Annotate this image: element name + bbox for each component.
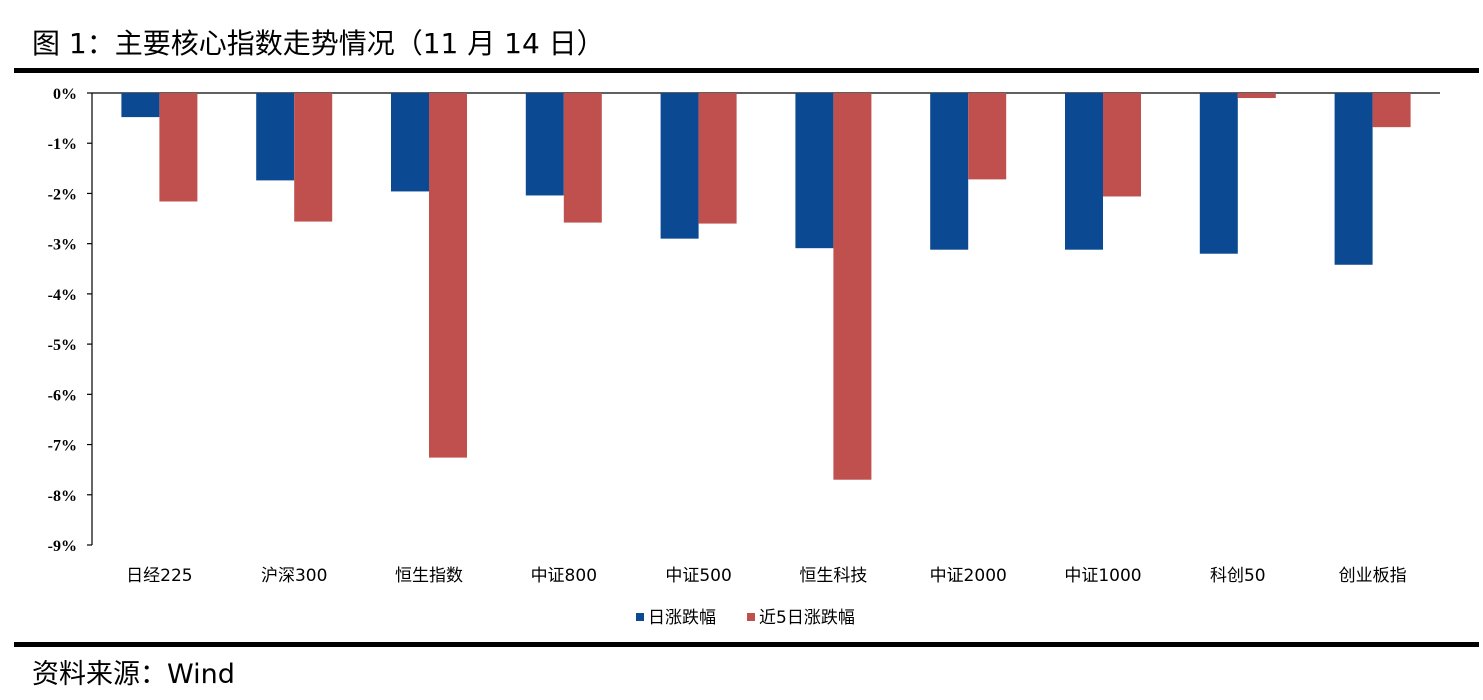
y-tick-label: -9%: [48, 538, 77, 555]
bar-daily-change: [525, 93, 564, 196]
legend-swatch: [636, 613, 644, 621]
bar-5day-change: [1237, 93, 1276, 99]
legend-label: 近5日涨跌幅: [759, 608, 855, 628]
y-tick-label: -4%: [48, 287, 77, 304]
x-category-label: 创业板指: [1339, 566, 1407, 586]
y-tick-label: -7%: [48, 438, 77, 455]
x-category-label: 中证800: [531, 566, 597, 586]
x-category-label: 中证500: [665, 566, 731, 586]
y-tick-label: -6%: [48, 387, 77, 404]
bar-daily-change: [795, 93, 834, 249]
y-tick-label: -8%: [48, 488, 77, 505]
bottom-rule: [14, 642, 1479, 647]
bar-chart: 0% -1% -2% -3% -4% -5% -6% -7% -8% -9% 日经225 沪深300 恒…: [48, 86, 1440, 628]
x-category-label: 恒生指数: [395, 566, 463, 586]
y-tick-label: -2%: [48, 186, 77, 203]
x-category-label: 恒生科技: [799, 566, 867, 586]
top-rule: [14, 68, 1479, 73]
x-category-label: 日经225: [126, 566, 192, 586]
bar-daily-change: [1199, 93, 1238, 254]
bar-daily-change: [1334, 93, 1373, 265]
bar-daily-change: [391, 93, 429, 192]
x-category-label: 中证1000: [1064, 566, 1141, 586]
bar-daily-change: [660, 93, 699, 239]
bar-5day-change: [698, 93, 737, 224]
bar-5day-change: [1103, 93, 1141, 197]
bar-daily-change: [256, 93, 295, 181]
bar-daily-change: [1065, 93, 1103, 250]
bar-5day-change: [563, 93, 602, 223]
figure-title: 图 1：主要核心指数走势情况（11 月 14 日）: [32, 27, 605, 60]
source-note: 资料来源：Wind: [32, 659, 235, 690]
bar-daily-change: [930, 93, 969, 250]
y-tick-label: 0%: [53, 86, 77, 103]
bar-5day-change: [159, 93, 198, 202]
bar-5day-change: [429, 93, 467, 458]
legend-swatch: [747, 613, 755, 621]
x-category-label: 沪深300: [261, 566, 327, 586]
bar-5day-change: [1372, 93, 1411, 128]
bar-5day-change: [294, 93, 333, 222]
legend-label: 日涨跌幅: [648, 608, 716, 628]
y-tick-label: -1%: [48, 136, 77, 153]
bar-5day-change: [968, 93, 1007, 180]
y-tick-label: -3%: [48, 237, 77, 254]
x-category-label: 科创50: [1210, 566, 1266, 586]
bar-5day-change: [833, 93, 872, 480]
x-category-label: 中证2000: [930, 566, 1007, 586]
bar-daily-change: [121, 93, 160, 118]
y-tick-label: -5%: [48, 337, 77, 354]
